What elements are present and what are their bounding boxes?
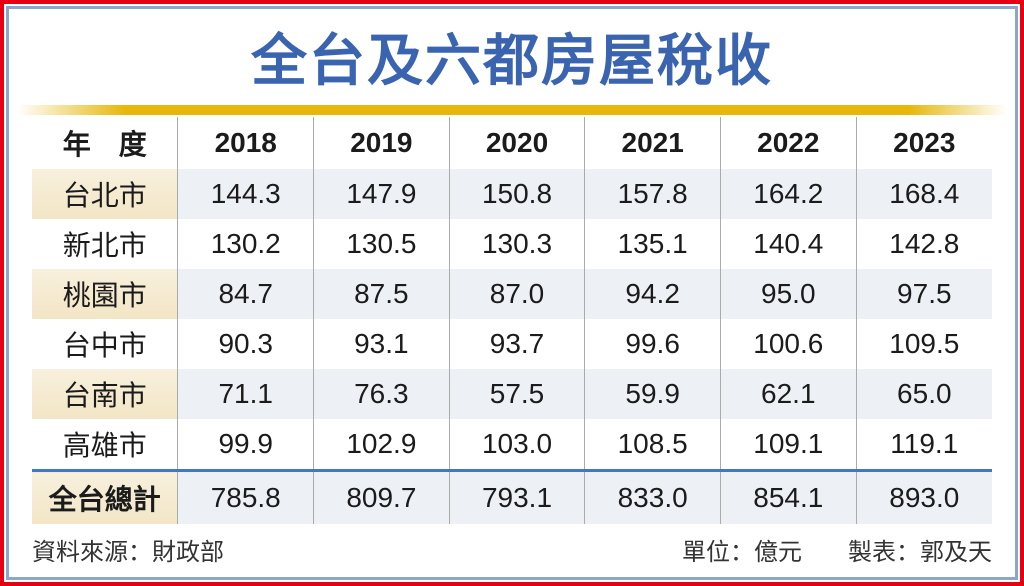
housing-tax-table: 年 度 2018 2019 2020 2021 2022 2023 台北市 14… — [32, 117, 992, 524]
footer-right-group: 單位：億元 製表：郭及天 — [682, 532, 992, 567]
year-header-2023: 2023 — [893, 127, 956, 158]
city-label: 台中市 — [32, 319, 179, 369]
unit-note: 單位：億元 — [682, 539, 802, 566]
year-header-2021: 2021 — [584, 117, 721, 169]
value-cell: 97.5 — [856, 269, 992, 319]
year-header-2019: 2019 — [313, 117, 450, 169]
value-cell: 130.5 — [313, 219, 450, 269]
footer: 資料來源：財政部 單位：億元 製表：郭及天 — [32, 532, 992, 567]
value-cell: 71.1 — [177, 369, 315, 419]
year-header-2020: 2020 — [449, 117, 586, 169]
value-cell: 168.4 — [856, 169, 992, 219]
value-cell: 135.1 — [584, 219, 721, 269]
value-cell: 62.1 — [720, 369, 857, 419]
value-cell: 57.5 — [449, 369, 586, 419]
total-value-cell: 809.7 — [313, 469, 450, 524]
city-label: 桃園市 — [32, 269, 179, 319]
blue-inner-frame: 全台及六都房屋稅收 年 度 2018 2019 2020 2021 2022 2… — [6, 6, 1018, 580]
value-cell: 90.3 — [177, 319, 315, 369]
year-header-2018: 2018 — [177, 117, 315, 169]
value-cell: 99.6 — [584, 319, 721, 369]
data-source-note: 資料來源：財政部 — [32, 539, 224, 566]
total-value-cell: 854.1 — [720, 469, 857, 524]
credit-note: 製表：郭及天 — [848, 539, 992, 566]
value-cell: 65.0 — [856, 369, 992, 419]
table-row-newtaipei: 新北市 130.2 130.5 130.3 135.1 140.4 142.8 — [32, 219, 992, 269]
page-title: 全台及六都房屋稅收 — [251, 29, 773, 92]
year-header-2022: 2022 — [720, 117, 857, 169]
value-cell: 157.8 — [584, 169, 721, 219]
city-label: 台北市 — [32, 169, 179, 219]
value-cell: 84.7 — [177, 269, 315, 319]
table-row-tainan: 台南市 71.1 76.3 57.5 59.9 62.1 65.0 — [32, 369, 992, 419]
table-row-total: 全台總計 785.8 809.7 793.1 833.0 854.1 893.0 — [32, 469, 992, 524]
value-cell: 119.1 — [890, 428, 959, 459]
value-cell: 144.3 — [177, 169, 315, 219]
value-cell: 130.3 — [449, 219, 586, 269]
value-cell: 109.1 — [720, 419, 857, 471]
value-cell: 99.9 — [177, 419, 315, 471]
year-header-label: 年 度 — [32, 117, 179, 169]
header-row: 年 度 2018 2019 2020 2021 2022 2023 — [32, 117, 992, 169]
value-cell: 100.6 — [720, 319, 857, 369]
value-cell: 76.3 — [313, 369, 450, 419]
city-label: 高雄市 — [32, 419, 179, 471]
value-cell: 59.9 — [584, 369, 721, 419]
total-label: 全台總計 — [32, 469, 179, 524]
value-cell: 102.9 — [313, 419, 450, 471]
total-value-cell: 793.1 — [449, 469, 586, 524]
total-value-cell: 785.8 — [177, 469, 315, 524]
value-cell: 95.0 — [720, 269, 857, 319]
table-row-taichung: 台中市 90.3 93.1 93.7 99.6 100.6 109.5 — [32, 319, 992, 369]
value-cell: 87.5 — [313, 269, 450, 319]
value-cell: 140.4 — [720, 219, 857, 269]
city-label: 新北市 — [32, 219, 179, 269]
total-value-cell: 893.0 — [856, 469, 992, 524]
city-label: 台南市 — [32, 369, 179, 419]
value-cell: 87.0 — [449, 269, 586, 319]
value-cell: 150.8 — [449, 169, 586, 219]
value-cell: 142.8 — [889, 228, 960, 259]
value-cell: 147.9 — [313, 169, 450, 219]
total-value-cell: 833.0 — [584, 469, 721, 524]
value-cell: 130.2 — [177, 219, 315, 269]
value-cell: 94.2 — [584, 269, 721, 319]
table-row-taoyuan: 桃園市 84.7 87.5 87.0 94.2 95.0 97.5 — [32, 269, 992, 319]
value-cell: 93.7 — [449, 319, 586, 369]
gold-accent-bar — [17, 105, 1007, 115]
value-cell: 93.1 — [313, 319, 450, 369]
value-cell: 108.5 — [584, 419, 721, 471]
value-cell: 103.0 — [449, 419, 586, 471]
value-cell: 164.2 — [720, 169, 857, 219]
table-row-kaohsiung: 高雄市 99.9 102.9 103.0 108.5 109.1 119.1 — [32, 419, 992, 471]
value-cell: 109.5 — [889, 328, 960, 359]
table-row-taipei: 台北市 144.3 147.9 150.8 157.8 164.2 168.4 — [32, 169, 992, 219]
